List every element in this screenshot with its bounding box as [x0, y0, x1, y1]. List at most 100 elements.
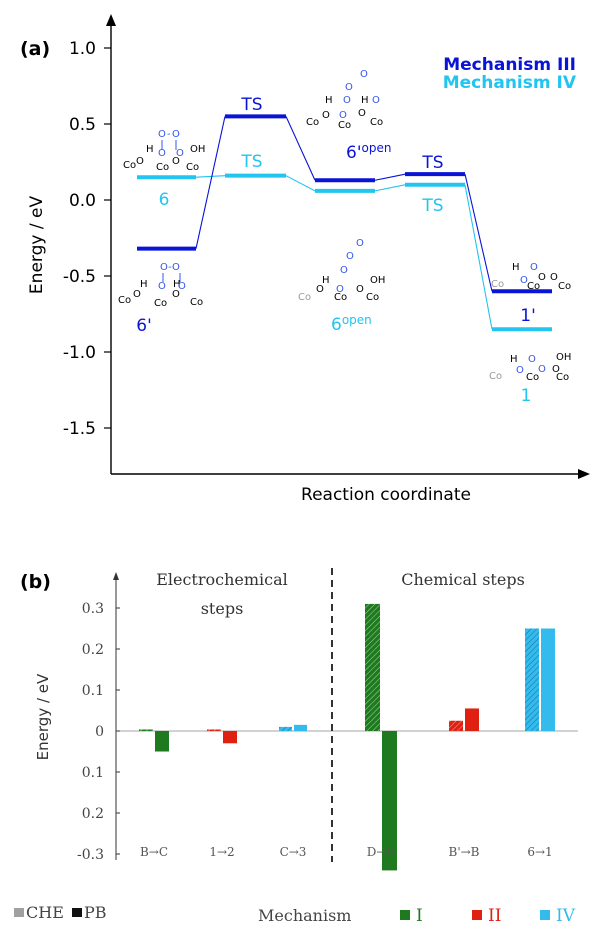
- svg-text:Co: Co: [118, 295, 131, 306]
- panel-b-ytick-label: 0: [95, 724, 104, 740]
- panel-b-ytick-label: 0.1: [82, 765, 104, 781]
- svg-text:Co: Co: [334, 292, 347, 303]
- svg-text:-: -: [167, 129, 171, 140]
- panel-a-ytick-label: -1.0: [63, 343, 96, 363]
- svg-text:H: H: [512, 262, 520, 273]
- panel-a-ylabel: Energy / eV: [27, 196, 47, 295]
- svg-text:O: O: [136, 156, 144, 167]
- section-electrochemical: Electrochemical: [156, 570, 288, 589]
- svg-text:H: H: [325, 95, 333, 106]
- svg-text:Co: Co: [526, 372, 539, 383]
- legend-i: I: [416, 906, 423, 926]
- svg-text:O: O: [343, 95, 351, 106]
- svg-text:O: O: [516, 365, 524, 376]
- svg-text:Co: Co: [338, 120, 351, 131]
- svg-text:O: O: [172, 289, 180, 300]
- panel-a-ytick-label: 0.5: [69, 115, 96, 135]
- panel-a-label: (a): [20, 38, 50, 60]
- bar-ii-pb: [465, 708, 479, 731]
- panel-b-ytick-label: 0.2: [82, 806, 104, 822]
- svg-text:Co: Co: [190, 297, 203, 308]
- state-label-6prime: 6': [136, 316, 152, 336]
- svg-text:Co: Co: [156, 162, 169, 173]
- svg-text:H: H: [361, 95, 369, 106]
- bar-i-che: [139, 729, 153, 731]
- svg-text:O: O: [158, 281, 166, 292]
- svg-text:H: H: [140, 279, 148, 290]
- svg-text:Co: Co: [186, 162, 199, 173]
- category-label: 6→1: [527, 845, 552, 859]
- svg-text:O: O: [322, 110, 330, 121]
- panel-a: (a) 1.0 0.5 0.0 -0.5 -1.0 -1.5 Energy / eV Re…: [20, 14, 590, 505]
- svg-text:Co: Co: [154, 298, 167, 309]
- panel-b-bars: [139, 603, 555, 871]
- legend-iv-swatch: [540, 910, 550, 920]
- bar-ii-che: [449, 720, 463, 731]
- panel-b-label: (b): [20, 571, 51, 593]
- connector-iii: [195, 116, 226, 249]
- svg-text:OH: OH: [190, 144, 205, 155]
- panel-b-ytick-label: 0.2: [82, 642, 104, 658]
- bar-iv-pb: [294, 724, 307, 731]
- svg-text:Co: Co: [527, 281, 540, 292]
- ts-label-iii-2: TS: [421, 153, 443, 173]
- state-label-1prime: 1': [520, 306, 536, 326]
- panel-a-y-axis-arrow: [106, 14, 116, 26]
- panel-a-ytick-label: -1.5: [63, 419, 96, 439]
- legend-mechanism: Mechanism: [258, 906, 351, 925]
- panel-b-categories: B→C 1→2 C→3 D→E B'→B 6→1: [140, 845, 553, 859]
- panel-a-xlabel: Reaction coordinate: [301, 485, 471, 505]
- svg-text:Co: Co: [366, 292, 379, 303]
- panel-b-y-axis-arrow: [113, 572, 119, 580]
- svg-text:O: O: [336, 284, 344, 295]
- svg-text:O: O: [530, 262, 538, 273]
- svg-text:O: O: [340, 265, 348, 276]
- svg-text:OH: OH: [556, 352, 571, 363]
- svg-text:O: O: [316, 284, 324, 295]
- bar-i-che: [365, 603, 380, 731]
- legend-che: CHE: [26, 903, 64, 922]
- svg-text:H: H: [322, 275, 330, 286]
- bar-i-pb: [382, 731, 397, 871]
- svg-text:O: O: [520, 275, 528, 286]
- panel-b-ylabel: Energy / eV: [34, 673, 52, 760]
- category-label: C→3: [280, 845, 307, 859]
- svg-text:O-O: O-O: [160, 262, 180, 273]
- state-label-6open: 6open: [331, 313, 372, 335]
- svg-text:O: O: [538, 364, 546, 375]
- svg-text:Co: Co: [558, 281, 571, 292]
- ts-label-iv-1: TS: [240, 152, 262, 172]
- svg-text:O: O: [176, 148, 184, 159]
- svg-text:O: O: [133, 289, 141, 300]
- svg-text:Co: Co: [306, 117, 319, 128]
- svg-text:O: O: [528, 354, 536, 365]
- svg-text:O: O: [372, 95, 380, 106]
- svg-text:O: O: [178, 281, 186, 292]
- category-label: D→E: [367, 845, 395, 859]
- panel-a-ytick-label: 0.0: [69, 191, 96, 211]
- section-electrochemical-steps: steps: [201, 599, 244, 618]
- svg-text:O: O: [356, 284, 364, 295]
- connector-iv: [374, 184, 406, 192]
- legend-pb: PB: [84, 903, 107, 922]
- panel-a-ytick-label: -0.5: [63, 267, 96, 287]
- bar-iv-pb: [541, 628, 555, 731]
- ts-label-iv-2: TS: [421, 196, 443, 216]
- svg-text:Co: Co: [370, 117, 383, 128]
- legend-pb-swatch: [72, 908, 82, 917]
- connector-iv: [464, 184, 493, 330]
- connector-iii: [464, 174, 493, 292]
- panel-b-ytick-label: 0.1: [82, 683, 104, 699]
- panel-b-ytick-label: -0.3: [77, 847, 104, 863]
- connector-iii: [374, 173, 406, 181]
- panel-b-ytick-label: 0.3: [82, 601, 104, 617]
- bar-ii-che: [207, 729, 221, 731]
- svg-text:O: O: [339, 110, 347, 121]
- svg-text:O: O: [356, 238, 364, 249]
- svg-text:O: O: [158, 148, 166, 159]
- svg-text:O: O: [345, 82, 353, 93]
